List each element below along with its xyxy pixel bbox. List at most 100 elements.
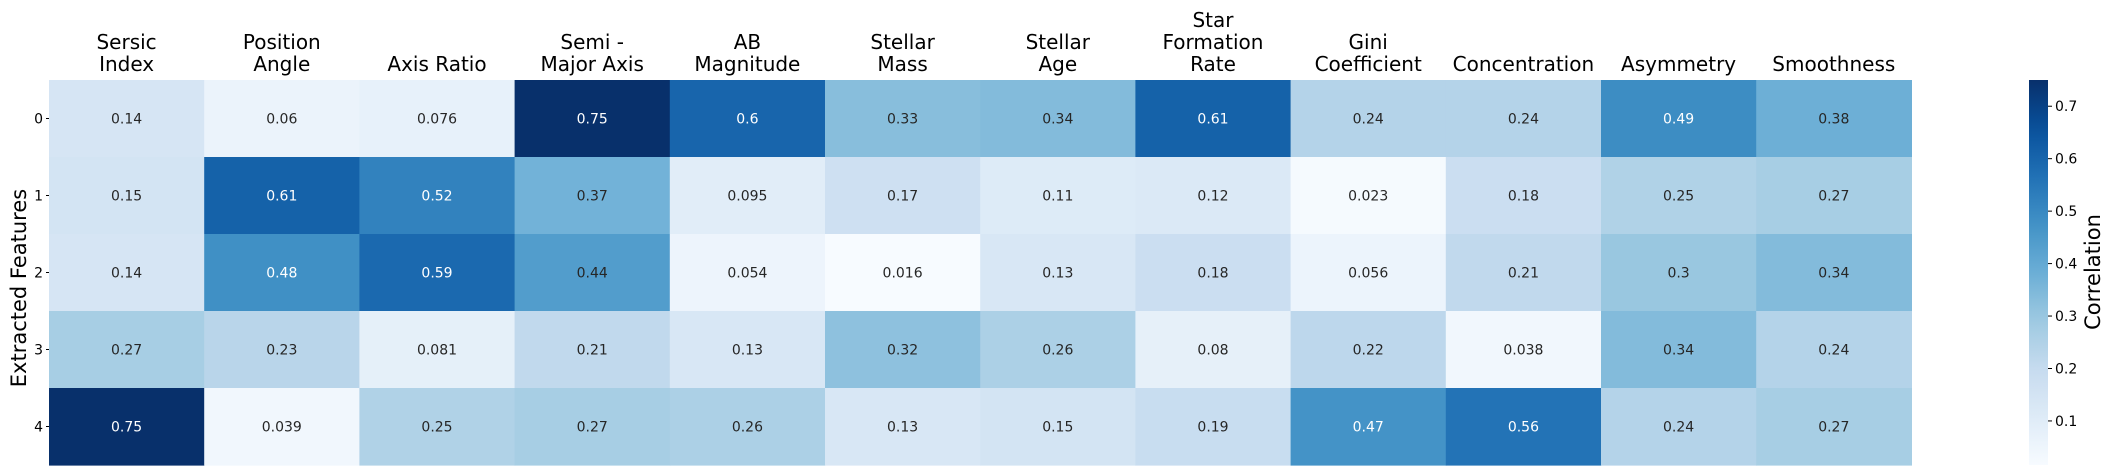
heatmap-cell: [204, 388, 360, 466]
heatmap-cell: [1445, 157, 1602, 235]
cell-value-label: 0.33: [887, 112, 918, 128]
cell-value-label: 0.22: [1353, 343, 1384, 359]
heatmap-cell: [49, 234, 205, 312]
colorbar-ticks: 0.1 0.2 0.3 0.4 0.5 0.6 0.7: [2048, 99, 2077, 430]
heatmap-cell: [204, 311, 360, 389]
column-label: Star: [1192, 8, 1234, 32]
column-label: Age: [1038, 52, 1077, 76]
cell-value-label: 0.18: [1197, 266, 1228, 282]
cell-value-label: 0.49: [1663, 112, 1694, 128]
heatmap-cell: [49, 80, 205, 158]
heatmap-cell: [1290, 157, 1447, 235]
cell-value-label: 0.056: [1348, 266, 1388, 282]
cell-value-label: 0.14: [111, 112, 142, 128]
colorbar-tick-label: 0.2: [2055, 361, 2077, 377]
heatmap-cell: [1290, 80, 1447, 158]
heatmap-cell: [669, 234, 826, 312]
heatmap-cell: [825, 388, 981, 466]
cell-value-label: 0.15: [111, 189, 142, 205]
cell-value-label: 0.039: [262, 420, 302, 436]
cell-value-label: 0.24: [1508, 112, 1539, 128]
heatmap-cell: [1135, 234, 1292, 312]
cell-value-label: 0.56: [1508, 420, 1539, 436]
column-label: Concentration: [1453, 52, 1594, 76]
cell-value-label: 0.59: [421, 266, 452, 282]
row-label: 4: [34, 420, 43, 436]
cell-value-label: 0.6: [736, 112, 758, 128]
heatmap-cell: [204, 157, 360, 235]
row-label: 0: [34, 112, 43, 128]
cell-value-label: 0.24: [1663, 420, 1694, 436]
heatmap-cell: [1445, 234, 1602, 312]
cell-value-label: 0.25: [421, 420, 452, 436]
colorbar-tick-label: 0.5: [2055, 204, 2077, 220]
heatmap-cell: [825, 311, 981, 389]
heatmap-cell: [825, 80, 981, 158]
cell-value-label: 0.27: [577, 420, 608, 436]
cell-value-label: 0.12: [1197, 189, 1228, 205]
heatmap-cell: [980, 157, 1136, 235]
cell-value-label: 0.3: [1667, 266, 1689, 282]
cell-value-label: 0.016: [883, 266, 923, 282]
heatmap-cell: [1445, 311, 1602, 389]
colorbar-tick-label: 0.3: [2055, 309, 2077, 325]
heatmap-cell: [359, 234, 516, 312]
cell-value-label: 0.15: [1042, 420, 1073, 436]
cell-value-label: 0.13: [887, 420, 918, 436]
cell-value-label: 0.24: [1353, 112, 1384, 128]
heatmap-cell: [359, 80, 516, 158]
column-label: Gini: [1349, 30, 1388, 54]
column-label: Index: [99, 52, 154, 76]
column-label: Asymmetry: [1621, 52, 1736, 76]
heatmap-cell: [204, 80, 360, 158]
heatmap-cell: [49, 388, 205, 466]
cell-value-label: 0.081: [417, 343, 457, 359]
row-labels: 0 1 2 3 4: [34, 112, 49, 436]
heatmap-cell: [825, 157, 981, 235]
heatmap-cell: [1135, 311, 1292, 389]
heatmap-cell: [514, 80, 671, 158]
heatmap-cell: [669, 157, 826, 235]
cell-value-label: 0.17: [887, 189, 918, 205]
heatmap-cell: [49, 157, 205, 235]
heatmap-cell: [1445, 388, 1602, 466]
cell-value-label: 0.44: [577, 266, 608, 282]
cell-value-label: 0.24: [1818, 343, 1849, 359]
heatmap-cell: [1135, 157, 1292, 235]
row-label: 2: [34, 266, 43, 282]
heatmap-cell: [980, 234, 1136, 312]
cell-value-label: 0.13: [1042, 266, 1073, 282]
heatmap-cell: [514, 388, 671, 466]
cell-value-label: 0.06: [266, 112, 297, 128]
colorbar-label: Correlation: [2081, 214, 2105, 330]
cell-value-labels: 0.14 0.06 0.076 0.75 0.6 0.33 0.34 0.61 0.24 0.24…: [111, 112, 1849, 436]
cell-value-label: 0.13: [732, 343, 763, 359]
cell-value-label: 0.34: [1663, 343, 1694, 359]
heatmap-cell: [1290, 388, 1447, 466]
column-label: Position: [243, 30, 321, 54]
heatmap-cell: [514, 311, 671, 389]
cell-value-label: 0.75: [111, 420, 142, 436]
y-axis-label: Extracted Features: [7, 189, 31, 387]
heatmap-cell: [825, 234, 981, 312]
cell-value-label: 0.076: [417, 112, 457, 128]
cell-value-label: 0.023: [1348, 189, 1388, 205]
column-label: Coefficient: [1315, 52, 1422, 76]
cell-value-label: 0.21: [1508, 266, 1539, 282]
heatmap-cell: [1756, 80, 1912, 158]
column-label: Major Axis: [541, 52, 644, 76]
heatmap-cell: [1445, 80, 1602, 158]
cell-value-label: 0.08: [1197, 343, 1228, 359]
cell-value-label: 0.47: [1353, 420, 1384, 436]
column-label: Semi -: [560, 30, 624, 54]
heatmap-cell: [359, 311, 516, 389]
cell-value-label: 0.34: [1042, 112, 1073, 128]
cell-value-label: 0.14: [111, 266, 142, 282]
cell-value-label: 0.48: [266, 266, 297, 282]
cell-value-label: 0.52: [421, 189, 452, 205]
cell-value-label: 0.75: [577, 112, 608, 128]
cell-value-label: 0.25: [1663, 189, 1694, 205]
heatmap-cell: [1756, 234, 1912, 312]
heatmap-cell: [49, 311, 205, 389]
